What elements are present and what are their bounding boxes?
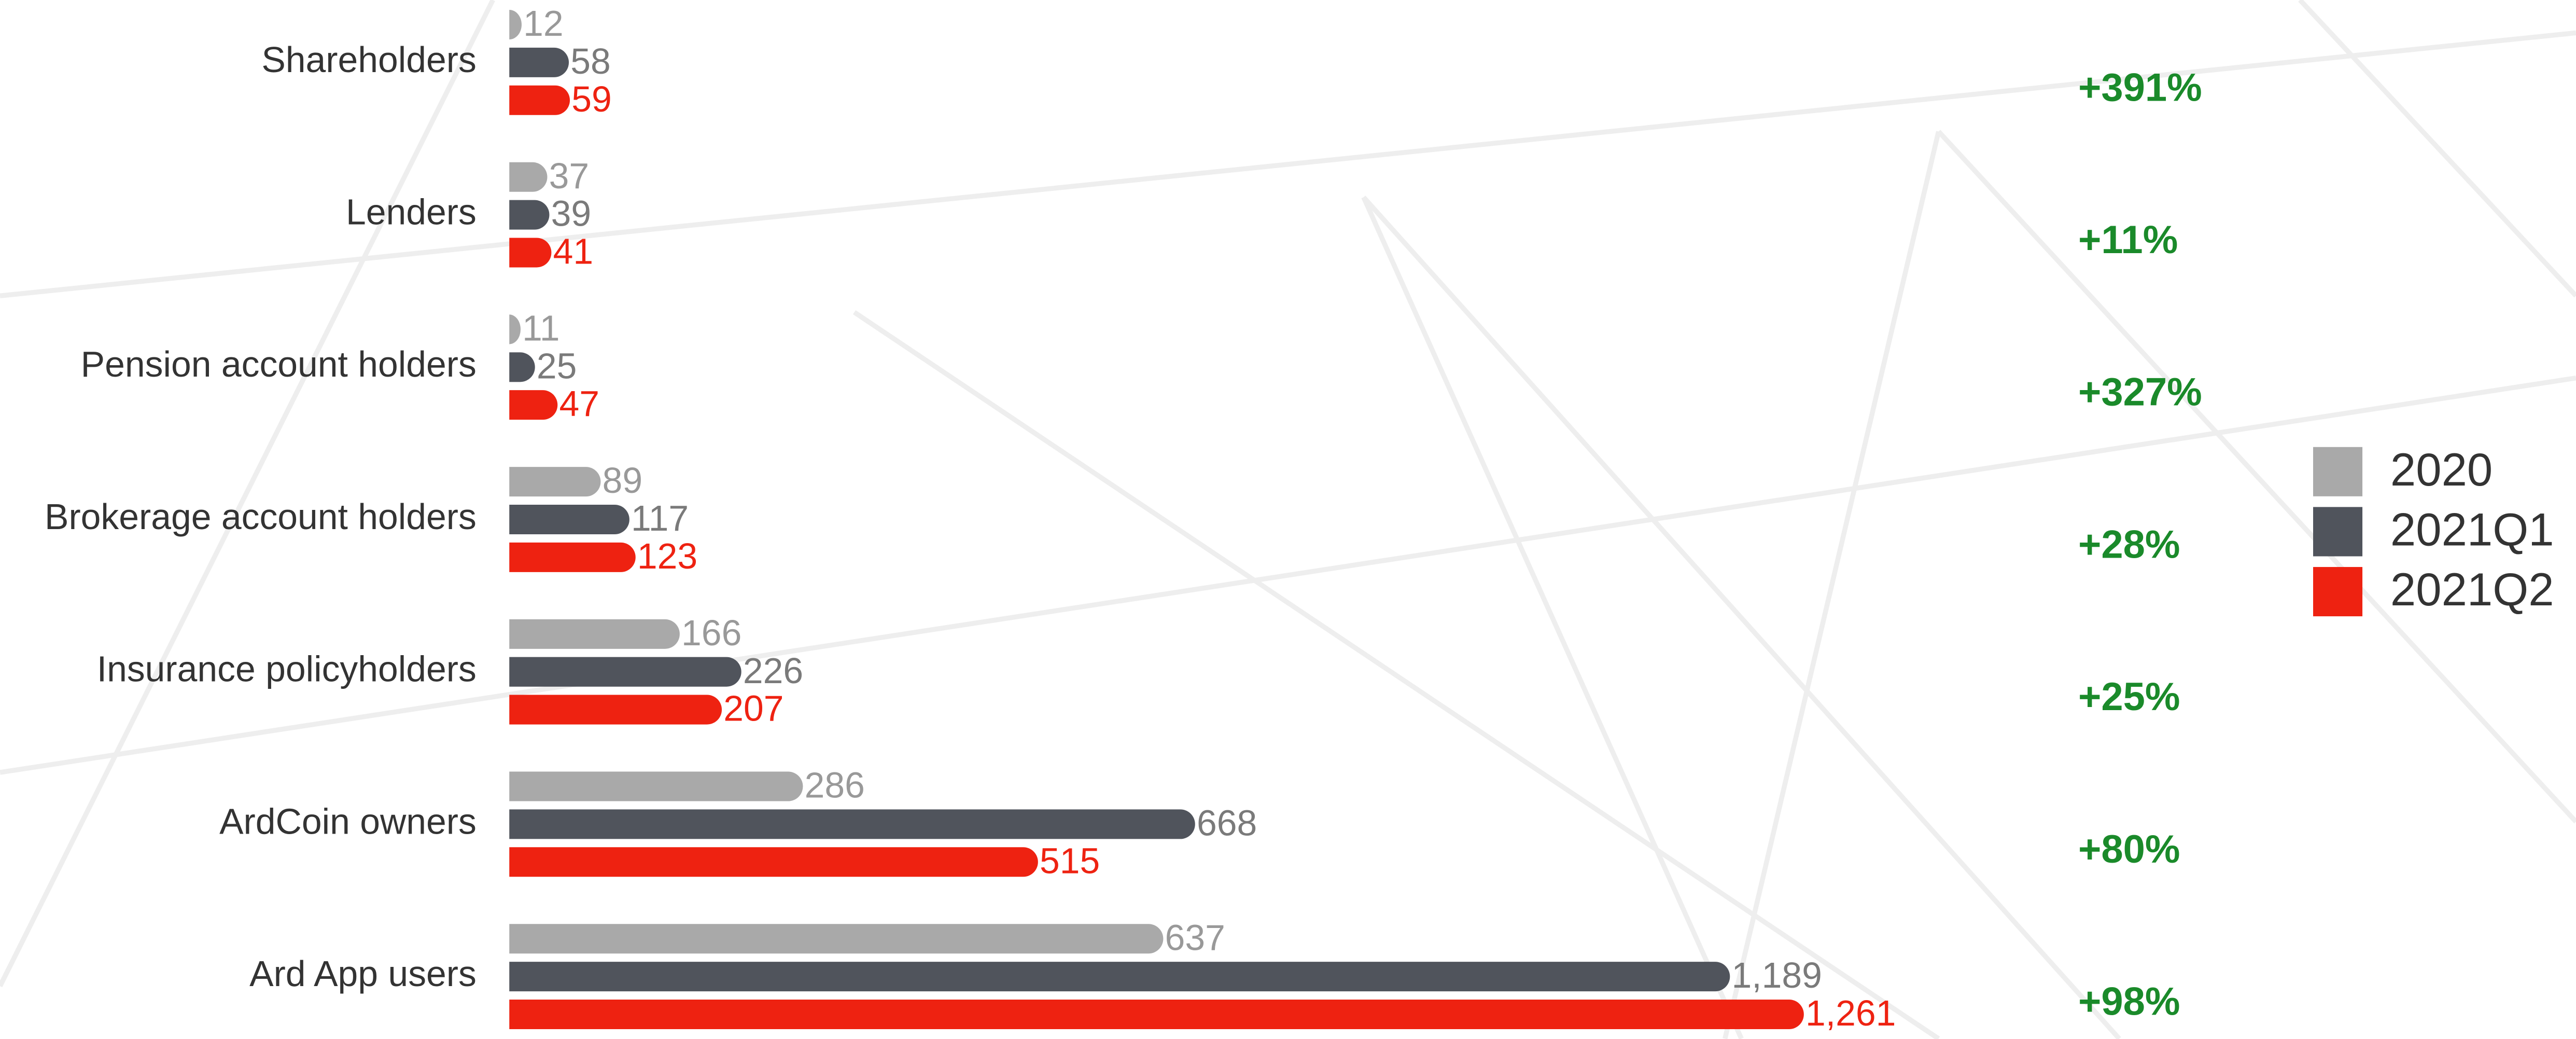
value-label: 166 bbox=[681, 613, 741, 653]
bar bbox=[509, 162, 548, 192]
value-label: 41 bbox=[553, 231, 594, 272]
value-label: 123 bbox=[637, 536, 697, 576]
bar bbox=[509, 695, 722, 725]
change-label: +25% bbox=[2078, 675, 2180, 719]
bar bbox=[509, 314, 521, 344]
category-label: Ard App users bbox=[249, 953, 477, 994]
legend-swatch bbox=[2313, 567, 2363, 617]
value-label: 39 bbox=[551, 193, 592, 234]
category-label: Lenders bbox=[346, 192, 477, 232]
value-label: 668 bbox=[1197, 802, 1257, 843]
change-label: +28% bbox=[2078, 522, 2180, 566]
value-label: 58 bbox=[570, 41, 611, 81]
value-label: 47 bbox=[559, 383, 599, 424]
bar bbox=[509, 10, 522, 40]
bar bbox=[509, 467, 601, 497]
bar bbox=[509, 238, 552, 268]
bar bbox=[509, 390, 558, 420]
bar bbox=[509, 504, 629, 535]
bar bbox=[509, 771, 803, 801]
bar bbox=[509, 999, 1804, 1029]
bar bbox=[509, 47, 569, 77]
value-label: 637 bbox=[1165, 917, 1225, 958]
legend-swatch bbox=[2313, 507, 2363, 557]
bar bbox=[509, 542, 636, 572]
value-label: 1,189 bbox=[1731, 955, 1822, 995]
value-label: 207 bbox=[723, 688, 783, 729]
value-label: 11 bbox=[522, 308, 559, 349]
category-label: Brokerage account holders bbox=[45, 496, 477, 537]
change-label: +98% bbox=[2078, 980, 2180, 1024]
legend-label: 2021Q1 bbox=[2390, 504, 2554, 556]
value-label: 89 bbox=[603, 460, 643, 501]
legend-label: 2021Q2 bbox=[2390, 564, 2554, 615]
value-label: 25 bbox=[537, 345, 577, 386]
category-label: ArdCoin owners bbox=[219, 801, 477, 841]
bar bbox=[509, 85, 570, 115]
bar bbox=[509, 657, 741, 687]
value-label: 59 bbox=[571, 79, 612, 119]
change-label: +327% bbox=[2078, 370, 2202, 414]
bar bbox=[509, 962, 1730, 992]
value-label: 117 bbox=[631, 498, 689, 538]
bar bbox=[509, 619, 680, 649]
change-label: +11% bbox=[2078, 218, 2178, 262]
legend-swatch bbox=[2313, 447, 2363, 496]
bar bbox=[509, 924, 1164, 954]
value-label: 515 bbox=[1040, 840, 1100, 881]
change-label: +391% bbox=[2078, 65, 2202, 109]
change-label: +80% bbox=[2078, 827, 2180, 871]
value-label: 12 bbox=[523, 3, 564, 44]
bar bbox=[509, 847, 1038, 877]
category-label: Insurance policyholders bbox=[97, 649, 477, 689]
category-label: Pension account holders bbox=[81, 344, 477, 384]
value-label: 226 bbox=[743, 650, 803, 691]
bar bbox=[509, 200, 550, 230]
value-label: 286 bbox=[805, 765, 865, 806]
legend-label: 2020 bbox=[2390, 444, 2493, 495]
category-label: Shareholders bbox=[261, 39, 477, 80]
bar bbox=[509, 352, 535, 382]
bar bbox=[509, 809, 1195, 839]
value-label: 1,261 bbox=[1805, 993, 1896, 1033]
value-label: 37 bbox=[549, 156, 590, 196]
